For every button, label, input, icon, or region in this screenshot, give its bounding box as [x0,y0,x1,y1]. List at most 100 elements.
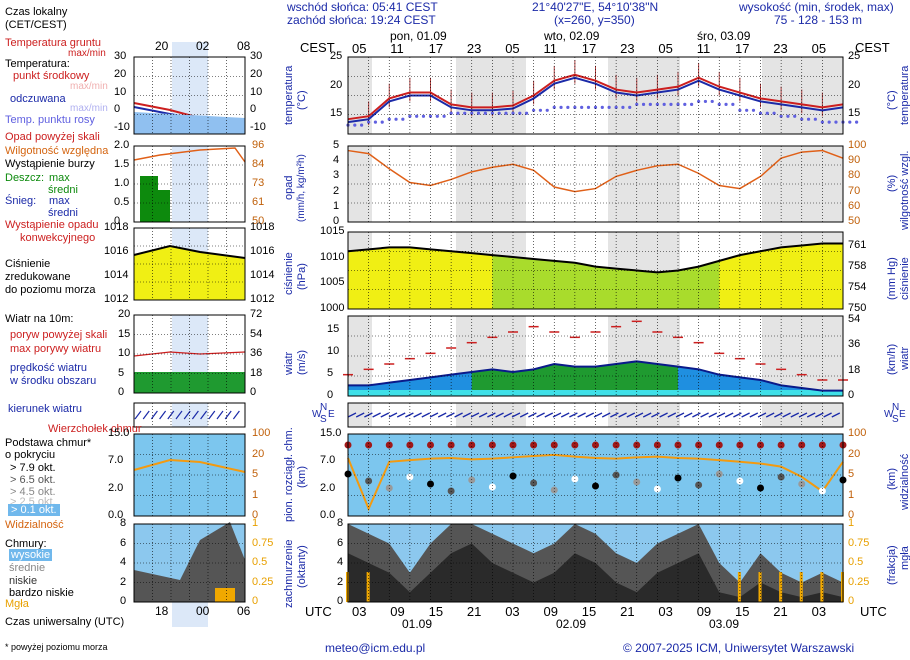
legend-precip-tick: 0.5 [114,196,130,208]
humidity-label: Wilgotność względna [5,145,109,157]
legend-cloud-tick: 15.0 [108,427,130,439]
top-hour-label: 23 [620,41,635,56]
legend-wind-arrow [200,410,208,420]
wind-arrow [503,412,513,418]
legend-visibility-tick: 0 [252,509,259,521]
dew-point-dot [806,117,811,121]
dew-point-dot [408,114,412,118]
wind-arrow [667,412,677,418]
night-band [762,316,843,396]
visibility-tick: 1 [848,488,855,501]
temp-axis-label: temperatura [283,65,295,125]
cloud-base-label: Podstawa chmur* [5,437,92,449]
temp-axis-label-right: temperatura [899,65,910,125]
legend-pressure-line [133,244,246,259]
wind-arrow [388,412,398,418]
precip-tick: 3 [333,169,340,182]
dew-point-dot [538,108,543,112]
legend-rain-bar [158,190,170,222]
wind-arrow [601,412,611,418]
cumulus-top-dot [447,441,455,449]
legend-wind-arrow [150,410,158,420]
gust-above-label: poryw powyżej skali [10,329,108,341]
cumulus-top-dot [798,441,806,449]
cumulus-top-dot [592,441,599,449]
dew-point-dot [415,114,419,118]
dew-point-dot [751,108,756,112]
legend-cloud-tick: 0.0 [108,509,124,521]
wind-arrow [446,412,455,418]
legend-visibility-tick: 5 [252,468,259,480]
contact-email-link[interactable]: meteo@icm.edu.pl [325,641,426,655]
fog-bar [758,572,762,602]
panel-border [133,523,246,603]
snow-mid-label: średni [48,207,78,219]
okt-65-label: > 6.5 okt. [10,474,56,486]
cumulus-top-dot [736,441,744,449]
fog-axis-unit: (frakcja) [886,545,898,585]
wind-kmh-tick: 54 [848,313,861,325]
dew-point-dot [593,105,598,109]
precip-tick: 5 [333,139,340,151]
dew-point-dot [435,114,439,118]
legend-wind-arrow [142,410,150,420]
legend-cloud-tick: 2.0 [108,481,124,494]
wind-arrow [519,412,529,418]
bottom-hour-label: 21 [620,604,635,619]
panel-border [133,227,246,301]
humidity-tick: 70 [848,184,861,197]
dew-point-dot [504,111,508,115]
humidity-tick: 80 [848,169,861,182]
storm-label: Wystąpienie burzy [5,158,95,170]
cover-tick: 2 [337,575,344,588]
wind-arrow [700,412,709,418]
legend-humidity-tick: 84 [252,158,265,170]
wind-arrow [782,412,791,418]
legend-fog-tick: 0.5 [252,556,268,568]
fog-tick: 0.25 [848,575,870,588]
wind-arrow [560,412,570,418]
top-hour-label: 11 [390,41,404,56]
wind-axis-label: wiatr [283,351,295,375]
bottom-hour-label: 03 [352,604,367,619]
dew-point-dot [793,114,797,118]
cover-tick: 0 [337,595,344,607]
cloud-tick: 2.0 [320,481,336,494]
bottom-hour-label: 15 [735,604,750,619]
compass-s: S [320,414,327,425]
bottom-hour-label: 15 [581,604,597,619]
wind-kmh-tick: 0 [848,389,855,401]
wind-arrow [536,412,545,418]
temp-line-0 [347,73,844,121]
pressure-tick: 1015 [320,225,345,237]
night-band [608,403,680,427]
legend-cover-tick: 6 [120,536,127,549]
fog-label: Mgła [5,598,29,610]
conv-precip-label-2: konwekcyjnego [20,232,96,244]
grid-coordinates-text: (x=260, y=350) [554,13,635,27]
dew-point-dot [827,120,831,124]
cumulus-top-dot [385,441,393,449]
dew-point-dot [586,105,591,109]
compass-e-right: E [899,409,906,420]
legend-utc-hour: 00 [196,604,210,618]
top-hour-label: 05 [811,41,827,56]
temp-tick-right: 20 [848,78,861,91]
top-hour-label: 11 [696,41,711,56]
dew-point-dot [621,105,625,109]
coordinates-text: 21°40'27"E, 54°10'38"N [532,0,659,14]
soil-temp-label: Temperatura gruntu [5,37,101,49]
legend-wind-arrow [216,410,224,420]
cumulus-top-dot [818,441,826,449]
wind-arrow [380,412,390,418]
wind-at-label: Wiatr na 10m: [5,313,74,325]
cumulus-top-dot [406,441,414,449]
night-band [608,57,680,134]
cloud-ext-axis-label: pion. rozciągł. chm. [283,427,295,522]
temp-tick-right: 15 [848,107,861,119]
legend-wind-tick: 15 [118,327,131,340]
cest-label-right: CEST [855,40,890,55]
wind-arrow [798,412,808,418]
top-hour-label: 11 [543,41,558,56]
panel-border [347,145,844,223]
